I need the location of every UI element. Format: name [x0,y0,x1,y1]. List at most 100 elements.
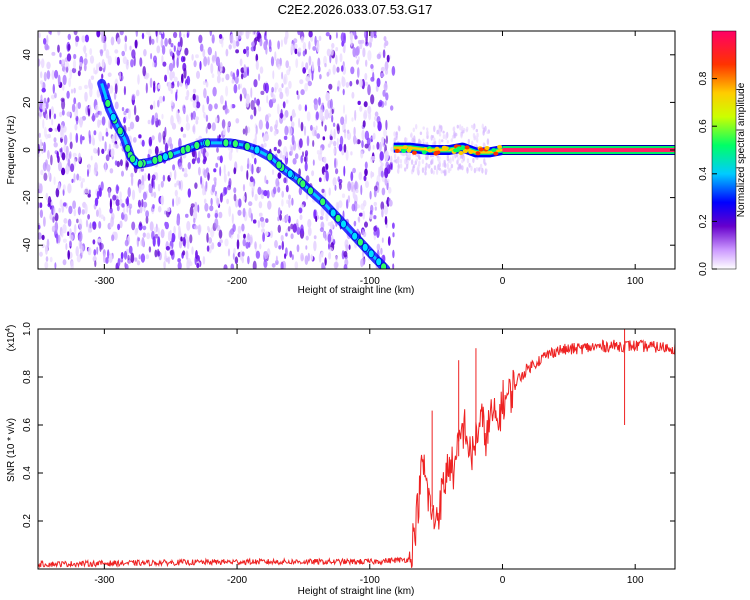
noise-speck [325,32,330,37]
noise-speck [69,132,73,141]
noise-speck [38,132,41,138]
noise-speck [353,126,356,137]
noise-speck [256,98,260,106]
noise-speck [419,131,423,136]
noise-speck [245,31,250,40]
noise-speck [199,43,204,52]
noise-speck [362,47,366,58]
noise-speck [166,207,171,213]
noise-speck [167,81,172,92]
noise-speck [119,31,124,36]
noise-speck [363,101,368,108]
noise-speck [71,88,73,94]
noise-speck [360,184,363,196]
noise-speck [287,226,291,232]
noise-speck [100,31,105,36]
noise-speck [45,256,49,262]
noise-speck [53,142,58,148]
noise-speck [359,79,363,88]
noise-speck [233,83,238,94]
noise-speck [379,151,384,161]
track-blob [299,179,307,189]
noise-speck [295,58,299,69]
noise-speck [380,247,383,255]
noise-speck [63,218,68,224]
noise-speck [274,240,278,249]
noise-speck [132,137,137,143]
noise-speck [98,62,101,69]
noise-speck [332,177,337,187]
noise-speck [162,174,166,182]
noise-speck [39,138,43,150]
noise-speck [313,100,318,111]
y-tick-label: 0.8 [22,370,33,384]
noise-speck [71,178,74,183]
noise-speck [227,171,230,177]
noise-speck [442,134,446,140]
noise-speck [438,159,441,164]
noise-speck [209,31,213,37]
noise-speck [87,193,91,198]
noise-speck [150,53,153,60]
noise-speck [459,124,462,131]
noise-speck [87,108,91,117]
noise-speck [470,165,473,172]
noise-speck [413,138,416,144]
noise-speck [312,46,317,51]
noise-speck [405,163,409,170]
noise-speck [203,56,208,67]
track-blob [161,152,169,162]
noise-speck [226,198,230,205]
noise-speck [133,105,137,116]
noise-speck [460,132,463,139]
noise-speck [219,95,224,105]
noise-speck [462,130,465,134]
track-blob [231,139,239,149]
noise-speck [140,253,146,263]
noise-speck [439,125,442,129]
noise-speck [279,214,282,221]
colorbar-tick-label: 0.0 [698,262,709,276]
noise-speck [57,125,61,131]
noise-speck [246,48,250,58]
noise-speck [73,53,77,60]
tail-blob [460,146,466,151]
noise-speck [393,131,396,137]
noise-speck [349,32,353,42]
track-blob [319,197,327,207]
noise-speck [196,157,201,164]
noise-speck [300,155,304,164]
noise-speck [247,233,251,241]
noise-speck [383,42,386,49]
noise-speck [367,105,372,115]
noise-speck [153,60,158,68]
noise-speck [53,137,57,143]
noise-speck [318,252,322,263]
noise-speck [339,135,344,146]
noise-speck [335,47,339,52]
noise-speck [308,40,311,50]
noise-speck [364,221,368,228]
noise-speck [482,142,486,147]
noise-speck [355,46,360,57]
noise-speck [61,152,66,161]
noise-speck [382,49,386,59]
noise-speck [300,204,305,209]
noise-speck [329,136,333,141]
noise-speck [320,207,325,217]
noise-speck [195,54,199,59]
noise-speck [44,261,49,269]
noise-speck [114,56,118,64]
noise-speck [115,199,120,207]
noise-speck [291,134,295,146]
noise-speck [362,231,367,238]
noise-speck [172,71,175,79]
noise-speck [207,225,210,231]
noise-speck [175,195,180,207]
noise-speck [137,209,140,214]
noise-speck [248,201,253,207]
noise-speck [103,216,106,222]
noise-speck [380,66,385,72]
noise-speck [298,117,301,128]
